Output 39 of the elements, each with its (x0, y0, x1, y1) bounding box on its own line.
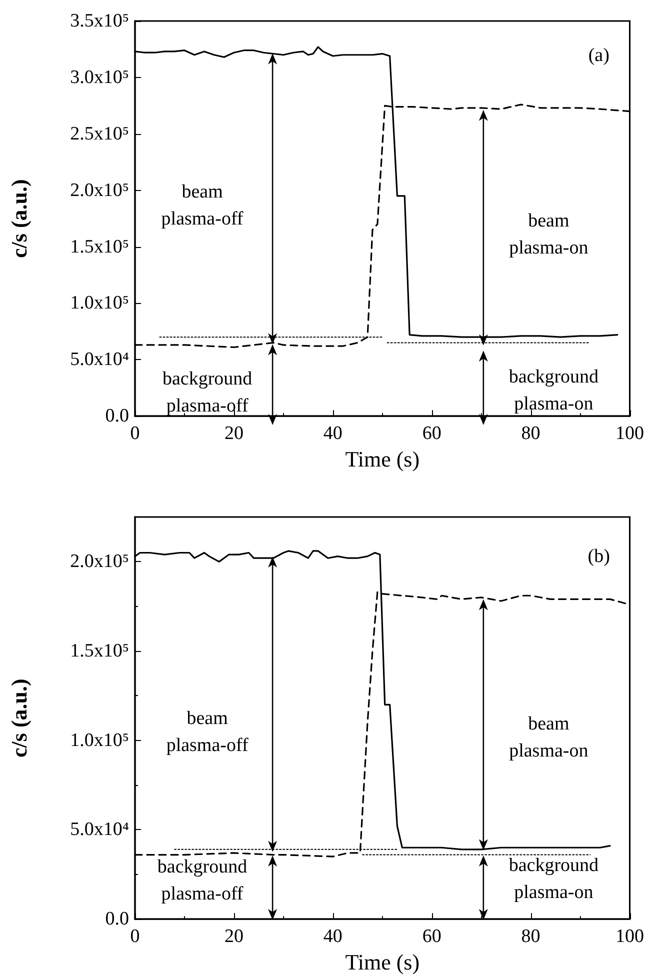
x-tick-label: 20 (224, 423, 244, 444)
y-tick-label: 5.0x10⁴ (70, 349, 130, 370)
y-tick-label: 2.0x10⁵ (70, 551, 129, 572)
x-tick-label: 40 (323, 926, 342, 948)
annotation: background plasma-on (508, 854, 600, 903)
annotation: (b) (588, 546, 610, 567)
x-tick-label: 0 (130, 423, 140, 444)
annotation: background plasma-off (157, 856, 248, 905)
y-axis-title: c/s (a.u.) (6, 678, 32, 758)
y-tick-label: 1.0x10⁵ (70, 292, 129, 314)
x-tick-label: 80 (521, 423, 540, 444)
x-axis-title: Time (s) (345, 446, 420, 472)
annotation: background plasma-off (162, 368, 253, 417)
annotation: beam plasma-on (509, 210, 589, 259)
annotation: beam plasma-off (166, 708, 249, 756)
x-tick-label: 20 (224, 926, 244, 948)
x-tick-label: 40 (323, 423, 342, 444)
x-tick-label: 60 (422, 926, 442, 948)
y-tick-label: 2.5x10⁵ (70, 123, 129, 144)
y-axis-title: c/s (a.u.) (6, 179, 32, 258)
y-tick-label: 3.5x10⁵ (70, 10, 129, 32)
x-tick-label: 0 (130, 926, 140, 948)
x-tick-label: 100 (616, 423, 644, 444)
x-axis-title: Time (s) (345, 950, 420, 974)
annotation: background plasma-on (508, 366, 600, 414)
x-tick-label: 100 (616, 926, 644, 948)
y-tick-label: 1.5x10⁵ (70, 640, 129, 662)
x-tick-label: 80 (521, 926, 540, 948)
y-tick-label: 1.5x10⁵ (70, 236, 129, 258)
x-tick-label: 60 (422, 423, 442, 444)
y-tick-label: 2.0x10⁵ (70, 180, 129, 201)
y-tick-label: 3.0x10⁵ (70, 66, 129, 88)
y-tick-label: 1.0x10⁵ (70, 730, 129, 751)
y-tick-label: 0.0 (105, 406, 129, 427)
annotation: beam plasma-on (509, 713, 589, 762)
annotation: (a) (588, 45, 610, 66)
y-tick-label: 5.0x10⁴ (70, 819, 130, 840)
y-tick-label: 0.0 (105, 908, 129, 930)
annotation: beam plasma-off (161, 182, 244, 230)
